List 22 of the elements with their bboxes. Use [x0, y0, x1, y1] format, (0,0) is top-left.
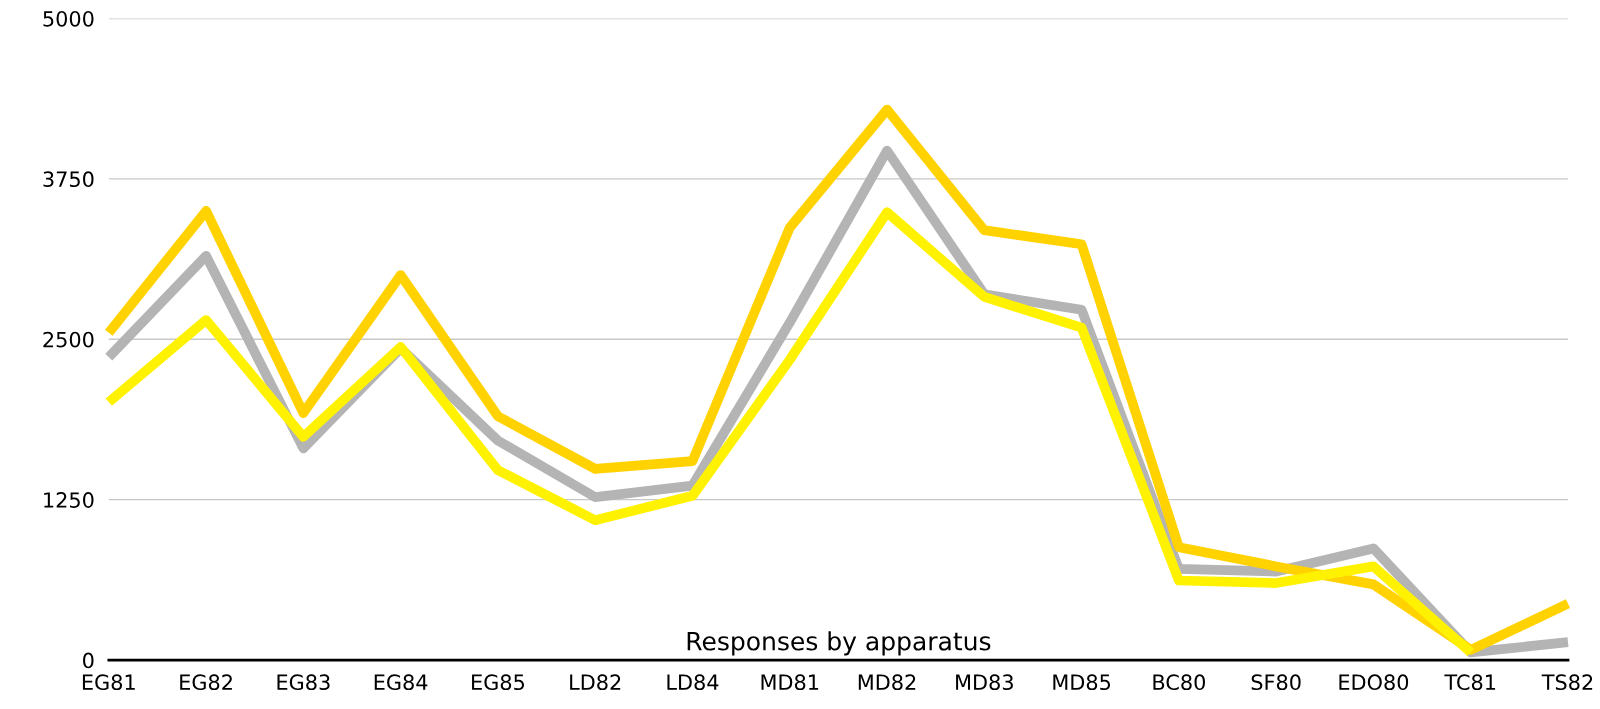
x-tick-label: EG82	[180, 674, 232, 691]
y-tick-label: 5000	[43, 10, 94, 27]
x-tick-label: MD82	[858, 674, 916, 691]
x-tick-label: EG85	[472, 674, 525, 691]
x-tick-label: LD82	[570, 674, 621, 691]
x-tick-label: MD85	[1053, 674, 1111, 691]
x-tick-label: MD83	[956, 674, 1013, 691]
x-tick-label: BC80	[1153, 674, 1205, 691]
x-tick-label: EG81	[82, 674, 135, 691]
x-tick-label: TS82	[1541, 674, 1593, 691]
x-tick-label: EDO80	[1339, 674, 1409, 691]
y-tick-label: 0	[83, 652, 94, 669]
x-axis-title: Responses by apparatus	[687, 631, 991, 656]
x-tick-label: TC81	[1444, 674, 1496, 691]
x-tick-label: EG83	[277, 674, 330, 691]
y-tick-label: 3750	[43, 171, 94, 188]
x-tick-label: EG84	[374, 674, 428, 691]
x-tick-label: MD81	[761, 674, 819, 691]
y-tick-label: 2500	[43, 331, 94, 348]
x-tick-label: SF80	[1251, 674, 1301, 691]
x-tick-label: LD84	[667, 674, 719, 691]
y-tick-label: 1250	[44, 492, 94, 508]
